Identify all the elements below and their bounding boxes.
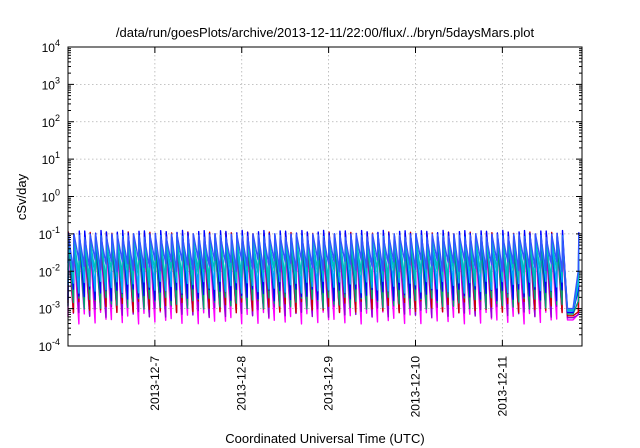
y-axis-label: cSv/day (14, 173, 29, 220)
y-tick-label: 101 (42, 150, 60, 167)
y-tick-label: 10-3 (39, 300, 60, 317)
y-tick-label: 100 (42, 188, 60, 205)
x-tick-label: 2013-12-8 (235, 356, 249, 411)
series-group (67, 229, 580, 325)
y-tick-label: 10-2 (39, 262, 60, 279)
x-axis-label: Coordinated Universal Time (UTC) (225, 431, 424, 446)
y-tick-label: 103 (42, 75, 60, 92)
x-tick-label: 2013-12-9 (322, 356, 336, 411)
y-tick-labels: 10-4 10-3 10-2 10-1 100 101 102 103 104 (39, 38, 60, 354)
y-tick-label: 102 (42, 113, 60, 130)
x-tick-labels: 2013-12-7 2013-12-8 2013-12-9 2013-12-10 201… (148, 356, 509, 418)
x-tick-label: 2013-12-10 (408, 356, 422, 418)
grid (68, 47, 582, 346)
y-tick-label: 104 (42, 38, 60, 55)
axis-ticks (68, 46, 582, 347)
x-tick-label: 2013-12-11 (495, 356, 509, 417)
y-tick-label: 10-4 (39, 337, 60, 354)
chart-title: /data/run/goesPlots/archive/2013-12-11/2… (116, 25, 535, 40)
series-line (67, 233, 580, 310)
y-tick-label: 10-1 (39, 225, 60, 242)
x-tick-label: 2013-12-7 (148, 356, 162, 411)
